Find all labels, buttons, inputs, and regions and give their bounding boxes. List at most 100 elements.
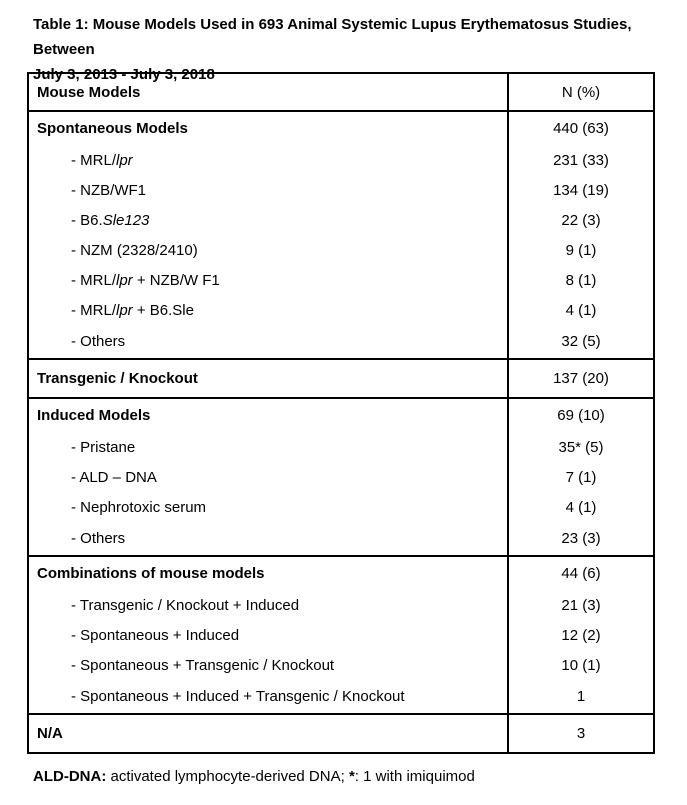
text-part: - Spontaneous + Induced	[71, 626, 240, 644]
count-cell: 137 (20)	[553, 370, 609, 387]
count-cell: 231 (33)	[553, 151, 609, 169]
text-part: - Spontaneous + Transgenic / Knockout	[71, 656, 335, 674]
model-label-cell: - Spontaneous + Induced	[28, 620, 509, 650]
model-label-cell: - Spontaneous + Transgenic / Knockout	[28, 650, 509, 680]
table-section-transgenic-knockout: Transgenic / Knockout 137 (20)	[28, 359, 654, 398]
footnote: ALD-DNA: activated lymphocyte-derived DN…	[33, 768, 475, 785]
count-cell: 4 (1)	[565, 301, 597, 319]
text-part: - Spontaneous + Induced + Transgenic / K…	[71, 688, 405, 705]
model-label-cell: - Nephrotoxic serum	[28, 492, 509, 522]
text-part: Sle123	[102, 211, 150, 229]
model-label-cell: - NZB/WF1	[28, 175, 509, 205]
table-row: - MRL/lpr + NZB/W F1 8 (1)	[28, 265, 654, 295]
text-part: lpr	[116, 271, 133, 289]
model-label-cell: Induced Models	[28, 398, 509, 432]
model-label-cell: N/A	[28, 714, 509, 753]
mouse-models-table: Mouse Models N (%) Spontaneous Models 440…	[27, 72, 655, 754]
count-cell: 3	[576, 725, 586, 742]
header-cell-mouse-models: Mouse Models	[28, 73, 509, 111]
model-label-cell: - Others	[28, 522, 509, 556]
count-cell: 9 (1)	[565, 241, 597, 259]
model-label-cell: - Others	[28, 325, 509, 359]
table-row: Transgenic / Knockout 137 (20)	[28, 359, 654, 398]
table-section-spontaneous-models: Spontaneous Models 440 (63) - MRL/lpr 231 (…	[28, 111, 654, 359]
table-row: - Others 32 (5)	[28, 325, 654, 359]
table-row: Induced Models 69 (10)	[28, 398, 654, 432]
table-row: - B6.Sle123 22 (3)	[28, 205, 654, 235]
table-row: - Pristane 35* (5)	[28, 432, 654, 462]
table-row: - NZM (2328/2410) 9 (1)	[28, 235, 654, 265]
text-part: : 1 with imiquimod	[354, 768, 475, 785]
model-label-cell: - ALD – DNA	[28, 462, 509, 492]
text-part: Transgenic / Knockout	[37, 370, 198, 387]
table-row: Combinations of mouse models 44 (6)	[28, 556, 654, 590]
count-cell: 12 (2)	[561, 626, 601, 644]
table-row: - Spontaneous + Transgenic / Knockout 10 …	[28, 650, 654, 680]
text-part: + NZB/W F1	[132, 271, 220, 289]
text-part: - MRL/	[71, 151, 116, 169]
text-part: activated lymphocyte-derived DNA;	[106, 768, 349, 785]
text-part: - Nephrotoxic serum	[71, 498, 207, 516]
table-row: - NZB/WF1 134 (19)	[28, 175, 654, 205]
model-label-cell: - MRL/lpr	[28, 145, 509, 175]
model-label-cell: Spontaneous Models	[28, 111, 509, 145]
table-row: N/A 3	[28, 714, 654, 753]
text-part: - Transgenic / Knockout + Induced	[71, 596, 300, 614]
text-part: - NZM (2328/2410)	[71, 241, 198, 259]
text-part: - Others	[71, 530, 126, 547]
model-label-cell: - Spontaneous + Induced + Transgenic / K…	[28, 680, 509, 714]
text-part: *	[348, 768, 355, 785]
text-part: lpr	[116, 301, 133, 319]
table-section-induced-models: Induced Models 69 (10) - Pristane 35* (5) - …	[28, 398, 654, 556]
count-cell: 4 (1)	[565, 498, 597, 516]
table-row: - Transgenic / Knockout + Induced 21 (3)	[28, 590, 654, 620]
text-part: - ALD – DNA	[71, 468, 157, 486]
text-part: Induced Models	[37, 407, 151, 424]
count-cell: 10 (1)	[561, 656, 601, 674]
text-part: + B6.Sle	[132, 301, 194, 319]
count-cell: 35* (5)	[558, 438, 604, 456]
table-row: - MRL/lpr 231 (33)	[28, 145, 654, 175]
text-part: Spontaneous Models	[37, 120, 188, 137]
model-label-cell: - Pristane	[28, 432, 509, 462]
count-cell: 22 (3)	[561, 211, 601, 229]
text-part: ALD-DNA:	[33, 768, 107, 785]
text-part: N/A	[37, 725, 63, 742]
count-cell: 21 (3)	[561, 596, 601, 614]
count-cell: 44 (6)	[561, 565, 601, 582]
table-row: - Spontaneous + Induced 12 (2)	[28, 620, 654, 650]
text-part: - MRL/	[71, 301, 116, 319]
model-label-cell: Transgenic / Knockout	[28, 359, 509, 398]
model-label-cell: - NZM (2328/2410)	[28, 235, 509, 265]
header-cell-n-percent: N (%)	[561, 83, 601, 101]
model-label-cell: - MRL/lpr + B6.Sle	[28, 295, 509, 325]
table-row: - Others 23 (3)	[28, 522, 654, 556]
count-cell: 1	[576, 688, 586, 705]
table-row: Spontaneous Models 440 (63)	[28, 111, 654, 145]
count-cell: 69 (10)	[557, 407, 605, 424]
table-row: - ALD – DNA 7 (1)	[28, 462, 654, 492]
count-cell: 8 (1)	[565, 271, 597, 289]
table-row: - MRL/lpr + B6.Sle 4 (1)	[28, 295, 654, 325]
table-title-line-1: Table 1: Mouse Models Used in 693 Animal…	[33, 16, 632, 58]
count-cell: 7 (1)	[565, 468, 597, 486]
table-row: - Nephrotoxic serum 4 (1)	[28, 492, 654, 522]
table-row: - Spontaneous + Induced + Transgenic / K…	[28, 680, 654, 714]
table-header: Mouse Models N (%)	[28, 73, 654, 111]
model-label-cell: - B6.Sle123	[28, 205, 509, 235]
text-part: lpr	[116, 151, 133, 169]
table-section-na: N/A 3	[28, 714, 654, 753]
count-cell: 134 (19)	[553, 181, 609, 199]
text-part: - B6.	[71, 211, 103, 229]
table-section-combinations: Combinations of mouse models 44 (6) - Tran…	[28, 556, 654, 714]
text-part: Combinations of mouse models	[37, 565, 265, 582]
count-cell: 32 (5)	[561, 333, 601, 350]
model-label-cell: Combinations of mouse models	[28, 556, 509, 590]
header-row: Mouse Models N (%)	[28, 73, 654, 111]
count-cell: 23 (3)	[561, 530, 601, 547]
model-label-cell: - Transgenic / Knockout + Induced	[28, 590, 509, 620]
count-cell: 440 (63)	[553, 120, 609, 137]
text-part: - MRL/	[71, 271, 116, 289]
model-label-cell: - MRL/lpr + NZB/W F1	[28, 265, 509, 295]
